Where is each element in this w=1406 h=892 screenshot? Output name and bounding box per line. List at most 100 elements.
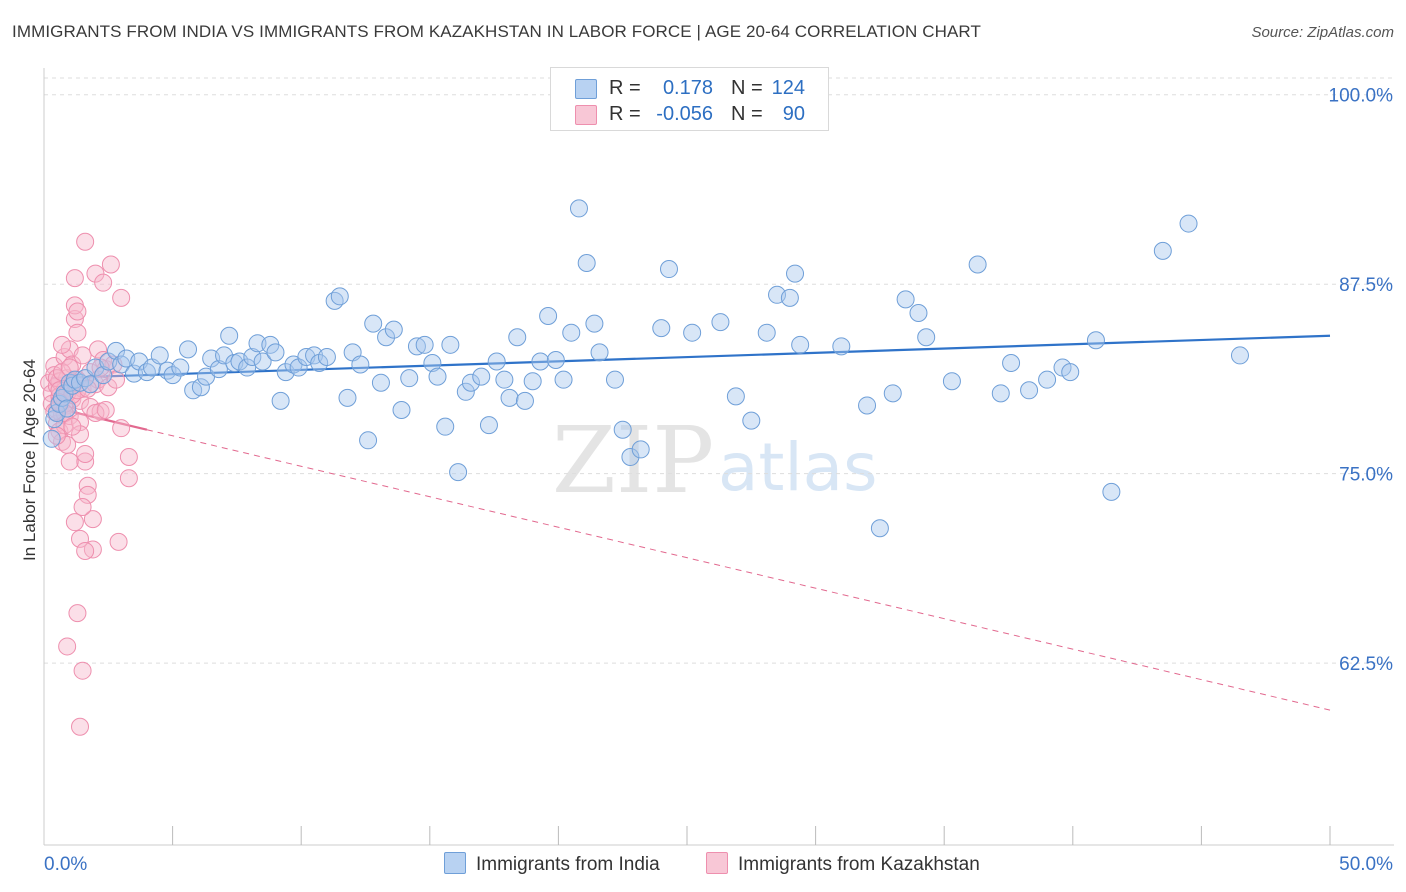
india-point: [42, 429, 61, 448]
tick-labels: 62.5% 75.0% 87.5% 100.0% 0.0% 50.0%: [44, 86, 1393, 875]
india-point: [125, 364, 144, 383]
india-point: [909, 303, 928, 322]
india-point: [896, 290, 915, 309]
india-point: [546, 350, 565, 369]
india-point: [456, 382, 475, 401]
india-point: [515, 391, 534, 410]
india-point: [248, 334, 267, 353]
kazakhstan-point: [101, 255, 120, 274]
bottom-legend-kazakhstan: Immigrants from Kazakhstan: [706, 852, 980, 876]
india-point: [289, 358, 308, 377]
kazakhstan-point: [112, 419, 131, 438]
kazakhstan-point: [60, 452, 79, 471]
kazakhstan-point: [68, 604, 87, 623]
india-point: [179, 340, 198, 359]
india-point: [539, 307, 558, 326]
kazakhstan-point: [71, 717, 90, 736]
india-point: [377, 328, 396, 347]
kazakhstan-point: [119, 469, 138, 488]
kazakhstan-point: [81, 397, 100, 416]
india-point: [253, 352, 272, 371]
y-tick-label: 75.0%: [1339, 465, 1393, 486]
india-point: [883, 384, 902, 403]
india-point: [659, 260, 678, 279]
india-point: [94, 366, 113, 385]
india-point: [917, 328, 936, 347]
kazakhstan-point: [63, 417, 82, 436]
india-point: [150, 346, 169, 365]
india-point: [569, 199, 588, 218]
kazakhstan-point: [78, 476, 97, 495]
kazakhstan-point: [71, 425, 90, 444]
india-point: [384, 320, 403, 339]
india-point: [495, 370, 514, 389]
india-point: [562, 323, 581, 342]
india-point: [631, 440, 650, 459]
india-point: [726, 387, 745, 406]
kazakhstan-point: [89, 340, 108, 359]
kazakhstan-point: [76, 444, 95, 463]
legend-row-india: R = 0.178 N = 124: [551, 74, 828, 102]
kazakhstan-point: [65, 513, 84, 532]
kazakhstan-n-value: 90: [782, 103, 805, 125]
india-point: [472, 367, 491, 386]
india-r-value: 0.178: [662, 77, 713, 99]
india-point: [757, 323, 776, 342]
india-point: [531, 352, 550, 371]
kazakhstan-n-label: N =: [731, 103, 763, 125]
kazakhstan-point: [71, 529, 90, 548]
kazakhstan-swatch: [575, 105, 597, 125]
india-point: [243, 347, 262, 366]
x-tick-label-min: 0.0%: [44, 854, 87, 875]
kazakhstan-point: [65, 269, 84, 288]
kazakhstan-point: [99, 378, 118, 397]
india-point: [371, 373, 390, 392]
correlation-legend: R = 0.178 N = 124 R = -0.056 N = 90: [550, 67, 829, 131]
kazakhstan-trend-line: [51, 405, 148, 431]
india-point: [711, 313, 730, 332]
india-point: [590, 343, 609, 362]
kazakhstan-point: [53, 335, 72, 354]
kazakhstan-point: [112, 288, 131, 307]
india-point: [742, 411, 761, 430]
india-point: [359, 431, 378, 450]
india-point: [870, 519, 889, 538]
kazakhstan-point: [73, 498, 92, 517]
india-point: [786, 264, 805, 283]
india-point: [423, 354, 442, 373]
kazakhstan-point: [68, 302, 87, 321]
india-point: [220, 326, 239, 345]
bottom-legend-india: Immigrants from India: [444, 852, 660, 876]
india-point: [209, 360, 228, 379]
kazakhstan-point: [65, 310, 84, 329]
bottom-legend-kazakhstan-label: Immigrants from Kazakhstan: [738, 854, 980, 875]
india-point: [449, 463, 468, 482]
chart-title: IMMIGRANTS FROM INDIA VS IMMIGRANTS FROM…: [12, 22, 981, 41]
india-point: [508, 328, 527, 347]
india-point: [585, 314, 604, 333]
kazakhstan-point: [73, 346, 92, 365]
india-n-value: 124: [771, 77, 805, 99]
india-point: [351, 355, 370, 374]
india-point: [215, 346, 234, 365]
india-point: [1061, 363, 1080, 382]
kazakhstan-point: [83, 540, 102, 559]
india-point: [58, 399, 77, 418]
india-point: [791, 335, 810, 354]
india-point: [392, 400, 411, 419]
kazakhstan-point: [78, 485, 97, 504]
bottom-legend-kazakhstan-swatch: [706, 852, 728, 874]
india-point: [191, 378, 210, 397]
india-point: [266, 343, 285, 362]
india-point: [171, 358, 190, 377]
india-point: [652, 319, 671, 338]
india-point: [330, 287, 349, 306]
india-point: [605, 370, 624, 389]
india-point: [317, 347, 336, 366]
kazakhstan-point: [76, 452, 95, 471]
kazakhstan-point: [76, 541, 95, 560]
trend-lines: [51, 334, 1331, 711]
kazakhstan-trend-extension: [146, 429, 1331, 711]
india-point: [479, 416, 498, 435]
